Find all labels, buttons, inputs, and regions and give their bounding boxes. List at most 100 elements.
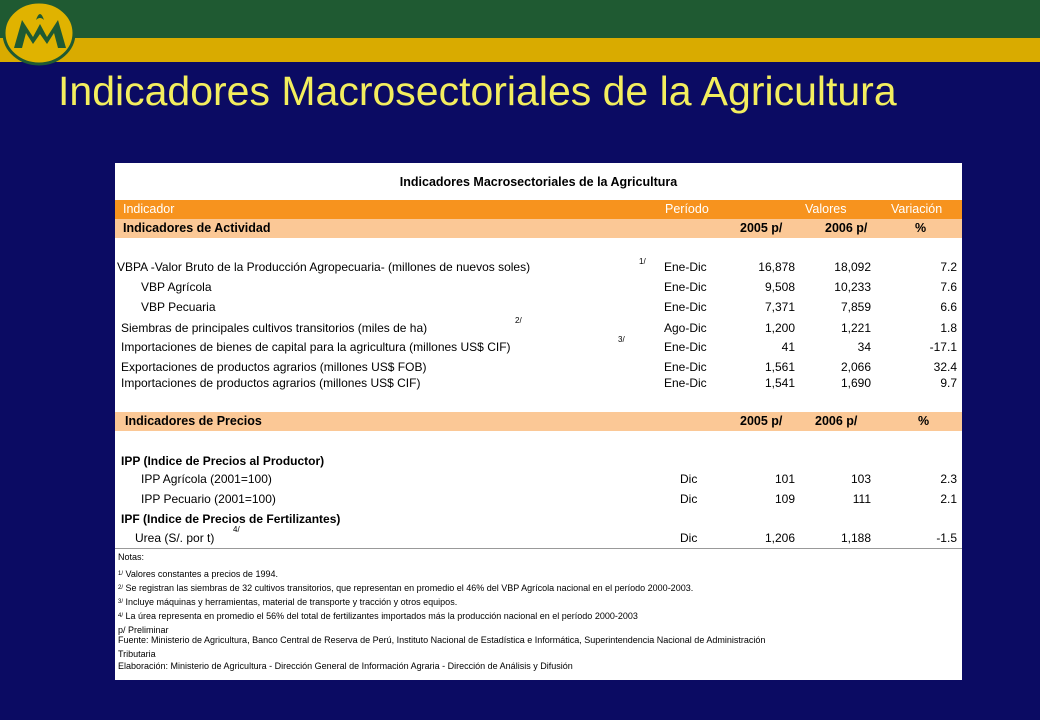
- section-label: Indicadores de Actividad: [123, 221, 271, 235]
- section-prices: Indicadores de Precios 2005 p/ 2006 p/ %: [115, 412, 962, 431]
- row-name: VBP Agrícola: [141, 280, 212, 294]
- row-variation: 7.2: [940, 260, 957, 274]
- note-3: 3/ Incluye máquinas y herramientas, mate…: [118, 597, 457, 608]
- note-preliminar: p/ Preliminar: [118, 625, 169, 635]
- row-v2006: 1,690: [840, 376, 871, 390]
- row-variation: 2.3: [940, 472, 957, 486]
- note-fuente-2: Tributaria: [118, 649, 156, 659]
- note-mark: 2/: [118, 585, 124, 591]
- row-name: Urea (S/. por t): [135, 531, 215, 545]
- table-row: VBP Pecuaria Ene-Dic 7,371 7,859 6.6: [115, 297, 962, 317]
- note-4: 4/ La úrea representa en promedio el 56%…: [118, 611, 638, 622]
- row-period: Dic: [680, 492, 698, 506]
- row-variation: 7.6: [940, 280, 957, 294]
- note-2: 2/ Se registran las siembras de 32 culti…: [118, 583, 693, 594]
- top-gold-bar: [0, 38, 1040, 62]
- row-variation: -17.1: [929, 340, 957, 354]
- row-period: Dic: [680, 472, 698, 486]
- table-header-row: Indicador Período Valores Variación: [115, 200, 962, 219]
- row-v2005: 1,206: [764, 531, 795, 545]
- footnote-mark: 2/: [515, 316, 522, 325]
- row-name: IPP Pecuario (2001=100): [141, 492, 276, 506]
- row-variation: 6.6: [940, 300, 957, 314]
- note-elaboracion: Elaboración: Ministerio de Agricultura -…: [118, 661, 573, 671]
- row-v2005: 109: [774, 492, 795, 506]
- year-2006: 2006 p/: [815, 414, 858, 428]
- row-v2006: 10,233: [834, 280, 871, 294]
- table-row: Importaciones de bienes de capital para …: [115, 335, 962, 357]
- footnote-mark: 4/: [233, 525, 240, 534]
- row-period: Ago-Dic: [664, 321, 707, 335]
- year-2006: 2006 p/: [825, 221, 868, 235]
- variation-unit: %: [915, 221, 927, 235]
- row-v2006: 7,859: [840, 300, 871, 314]
- col-period: Período: [665, 202, 709, 216]
- row-period: Ene-Dic: [664, 300, 707, 314]
- note-1: 1/ Valores constantes a precios de 1994.: [118, 569, 278, 580]
- row-name: IPP (Indice de Precios al Productor): [121, 454, 325, 468]
- row-v2006: 34: [857, 340, 871, 354]
- ipf-heading: IPF (Indice de Precios de Fertilizantes): [115, 509, 962, 529]
- table-row: Exportaciones de productos agrarios (mil…: [115, 357, 962, 377]
- table-row: VBPA -Valor Bruto de la Producción Agrop…: [115, 257, 962, 277]
- indicators-table: Indicadores Macrosectoriales de la Agric…: [115, 163, 962, 680]
- note-mark: 4/: [118, 613, 124, 619]
- row-v2006: 111: [852, 492, 871, 506]
- notes-divider: [115, 548, 962, 549]
- row-period: Ene-Dic: [664, 340, 707, 354]
- ministry-logo-icon: [2, 0, 76, 66]
- row-v2006: 2,066: [840, 360, 871, 374]
- note-mark: 1/: [118, 571, 124, 577]
- row-variation: -1.5: [936, 531, 957, 545]
- note-text: Se registran las siembras de 32 cultivos…: [125, 583, 694, 593]
- section-label: Indicadores de Precios: [125, 414, 262, 428]
- table-row: Urea (S/. por t) 4/ Dic 1,206 1,188 -1.5: [115, 525, 962, 548]
- row-v2005: 101: [774, 472, 795, 486]
- table-row: IPP Pecuario (2001=100) Dic 109 111 2.1: [115, 489, 962, 509]
- row-v2006: 1,188: [840, 531, 871, 545]
- row-period: Ene-Dic: [664, 376, 707, 390]
- row-v2005: 16,878: [758, 260, 795, 274]
- row-period: Ene-Dic: [664, 260, 707, 274]
- row-v2006: 18,092: [834, 260, 871, 274]
- year-2005: 2005 p/: [740, 414, 783, 428]
- col-variation: Variación: [891, 202, 943, 216]
- top-green-bar: [0, 0, 1040, 38]
- year-2005: 2005 p/: [740, 221, 783, 235]
- row-name: VBPA -Valor Bruto de la Producción Agrop…: [117, 260, 531, 274]
- col-indicator: Indicador: [123, 202, 175, 216]
- row-v2005: 9,508: [764, 280, 795, 294]
- row-variation: 9.7: [940, 376, 957, 390]
- section-activity: Indicadores de Actividad 2005 p/ 2006 p/…: [115, 219, 962, 238]
- note-mark: 3/: [118, 599, 124, 605]
- row-name: Exportaciones de productos agrarios (mil…: [121, 360, 427, 374]
- row-v2005: 41: [781, 340, 795, 354]
- row-v2005: 1,200: [764, 321, 795, 335]
- row-v2006: 103: [850, 472, 871, 486]
- row-period: Ene-Dic: [664, 360, 707, 374]
- footnote-mark: 1/: [639, 257, 646, 266]
- row-name: Importaciones de bienes de capital para …: [121, 340, 511, 354]
- table-row: IPP Agrícola (2001=100) Dic 101 103 2.3: [115, 469, 962, 489]
- row-period: Ene-Dic: [664, 280, 707, 294]
- row-name: IPP Agrícola (2001=100): [141, 472, 272, 486]
- row-name: IPF (Indice de Precios de Fertilizantes): [121, 512, 341, 526]
- table-row: Siembras de principales cultivos transit…: [115, 316, 962, 338]
- col-values: Valores: [805, 202, 847, 216]
- table-title: Indicadores Macrosectoriales de la Agric…: [399, 175, 678, 189]
- note-fuente: Fuente: Ministerio de Agricultura, Banco…: [118, 635, 766, 645]
- footnote-mark: 3/: [618, 335, 625, 344]
- row-variation: 32.4: [933, 360, 957, 374]
- row-name: Siembras de principales cultivos transit…: [121, 321, 428, 335]
- row-v2005: 7,371: [764, 300, 795, 314]
- ipp-heading: IPP (Indice de Precios al Productor): [115, 451, 962, 471]
- notes-heading: Notas:: [118, 552, 145, 562]
- variation-unit: %: [918, 414, 930, 428]
- row-v2006: 1,221: [840, 321, 871, 335]
- table-row: Importaciones de productos agrarios (mil…: [115, 373, 962, 393]
- row-v2005: 1,541: [764, 376, 795, 390]
- table-row: VBP Agrícola Ene-Dic 9,508 10,233 7.6: [115, 277, 962, 297]
- row-period: Dic: [680, 531, 698, 545]
- row-v2005: 1,561: [764, 360, 795, 374]
- row-name: Importaciones de productos agrarios (mil…: [121, 376, 421, 390]
